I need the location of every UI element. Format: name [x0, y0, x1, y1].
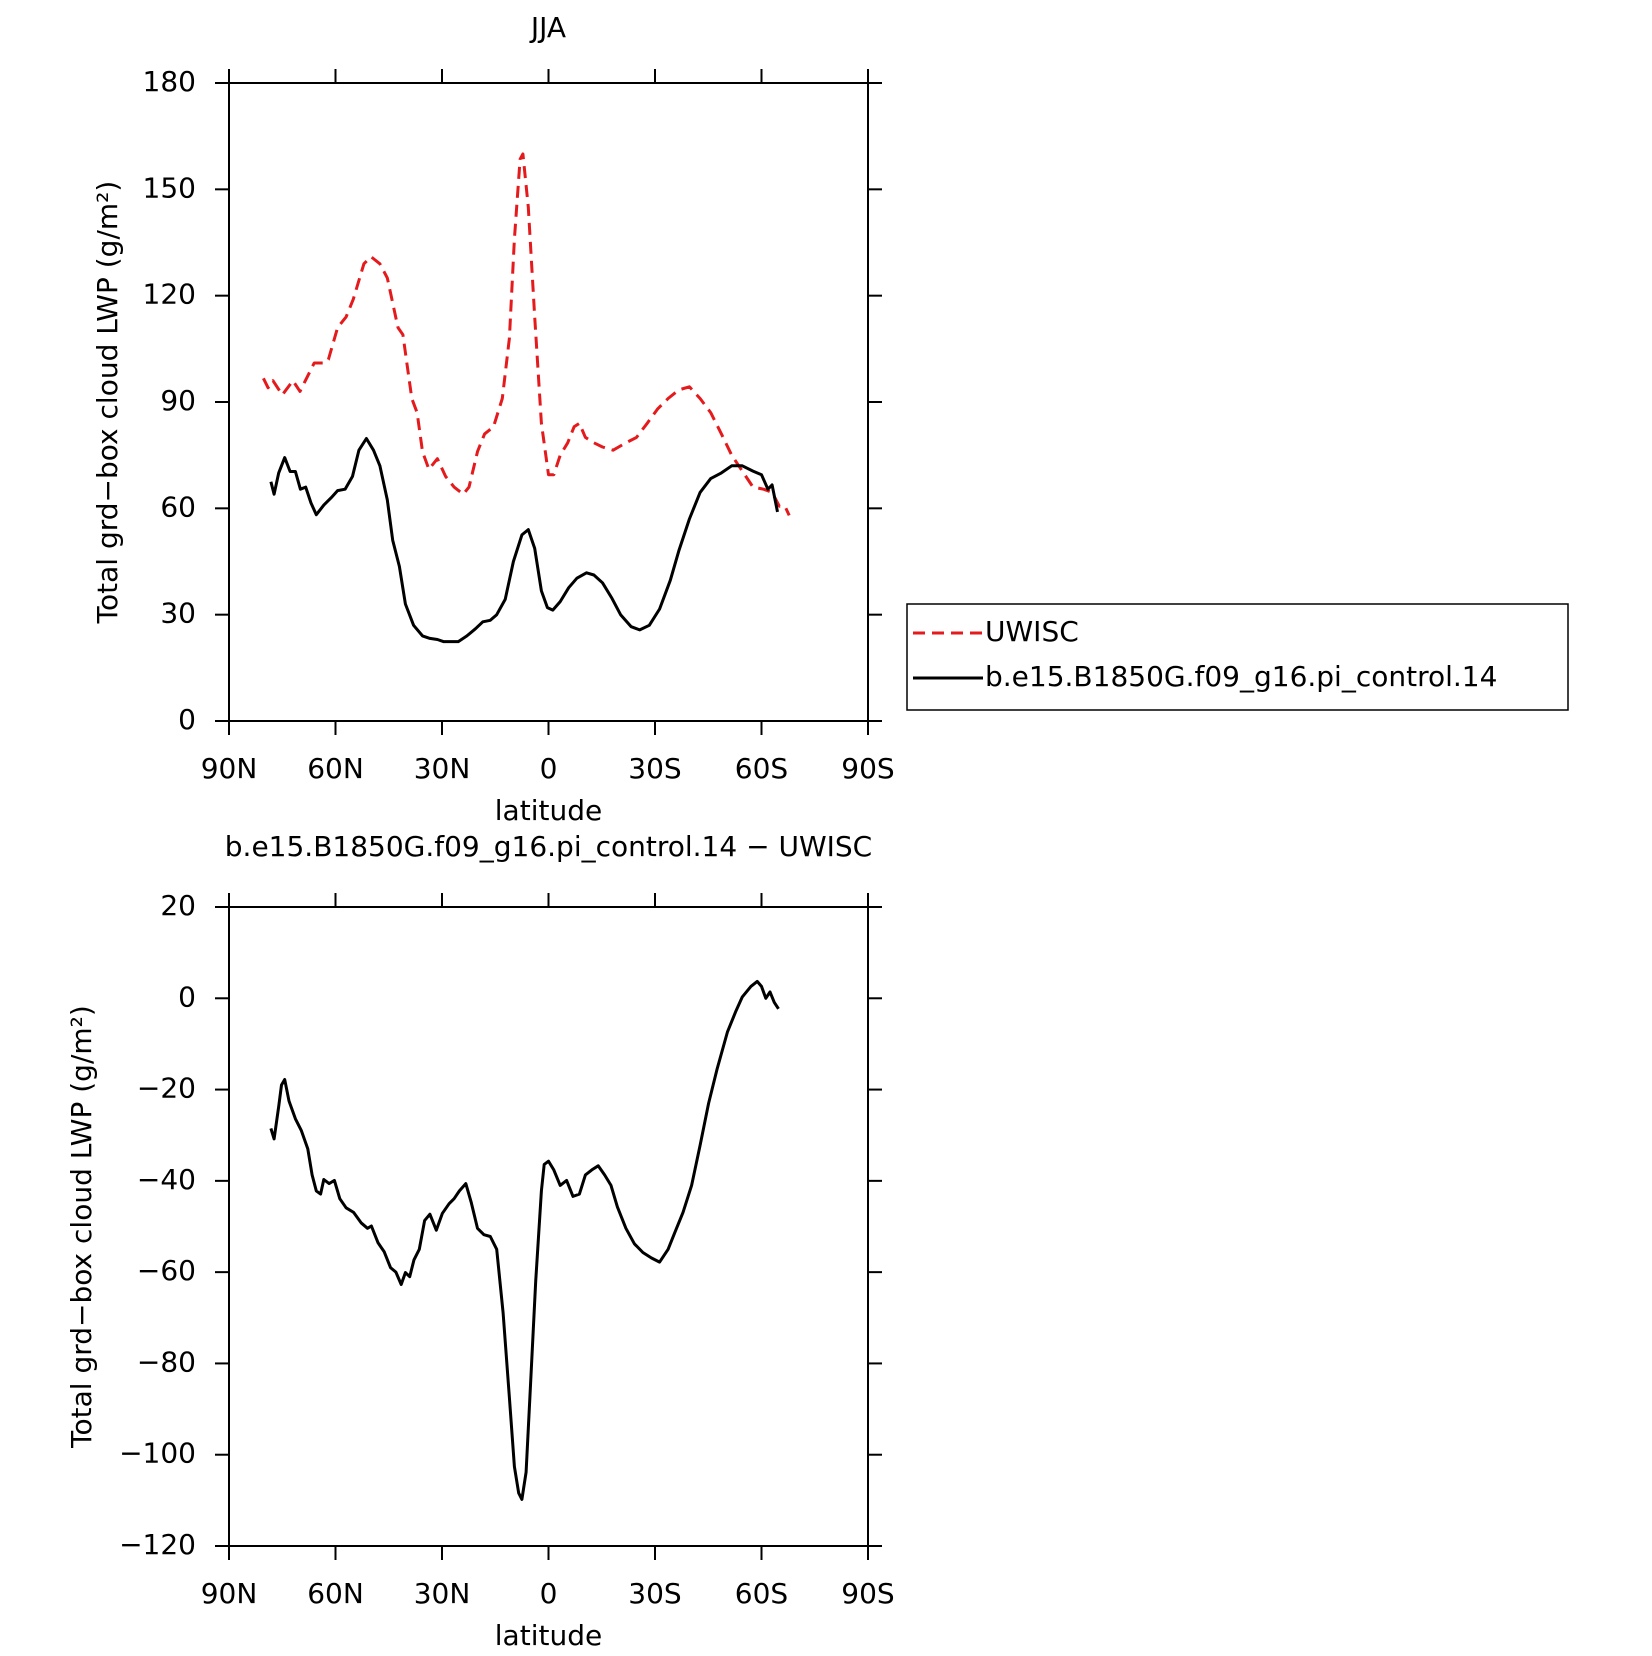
x-axis-label: latitude — [495, 1619, 602, 1652]
y-tick-label: 20 — [160, 889, 196, 922]
chart-title: JJA — [529, 11, 566, 44]
x-tick-label: 60N — [307, 1577, 364, 1610]
x-tick-label: 30S — [628, 1577, 681, 1610]
y-tick-label: 180 — [143, 65, 196, 98]
x-tick-label: 30N — [414, 1577, 471, 1610]
x-tick-label: 90S — [841, 1577, 894, 1610]
data-line — [269, 979, 780, 1501]
x-tick-label: 90N — [201, 752, 258, 785]
y-tick-label: 90 — [160, 384, 196, 417]
y-tick-label: −20 — [137, 1072, 196, 1105]
y-tick-label: 30 — [160, 597, 196, 630]
y-axis-label: Total grd−box cloud LWP (g/m²) — [91, 181, 124, 625]
y-tick-label: −120 — [119, 1528, 196, 1561]
y-tick-label: 0 — [178, 703, 196, 736]
y-tick-label: 0 — [178, 980, 196, 1013]
plot-frame — [228, 82, 869, 722]
x-tick-label: 0 — [540, 752, 558, 785]
x-tick-label: 60N — [307, 752, 364, 785]
y-tick-label: −100 — [119, 1437, 196, 1470]
y-tick-label: 120 — [143, 278, 196, 311]
y-tick-label: −40 — [137, 1163, 196, 1196]
legend-box — [906, 603, 1569, 711]
x-tick-label: 60S — [735, 752, 788, 785]
x-axis-label: latitude — [495, 794, 602, 827]
y-tick-label: 60 — [160, 490, 196, 523]
x-tick-label: 90N — [201, 1577, 258, 1610]
data-line — [262, 152, 791, 517]
y-tick-label: −60 — [137, 1254, 196, 1287]
data-line — [269, 437, 779, 644]
y-axis-label: Total grd−box cloud LWP (g/m²) — [65, 1005, 98, 1449]
x-tick-label: 0 — [540, 1577, 558, 1610]
x-tick-label: 30N — [414, 752, 471, 785]
legend-label: b.e15.B1850G.f09_g16.pi_control.14 — [985, 660, 1497, 693]
x-tick-label: 60S — [735, 1577, 788, 1610]
x-tick-label: 30S — [628, 752, 681, 785]
legend-label: UWISC — [985, 615, 1079, 648]
y-tick-label: −80 — [137, 1345, 196, 1378]
y-tick-label: 150 — [143, 171, 196, 204]
chart-title: b.e15.B1850G.f09_g16.pi_control.14 − UWI… — [225, 830, 872, 863]
plot-frame — [228, 906, 869, 1547]
x-tick-label: 90S — [841, 752, 894, 785]
